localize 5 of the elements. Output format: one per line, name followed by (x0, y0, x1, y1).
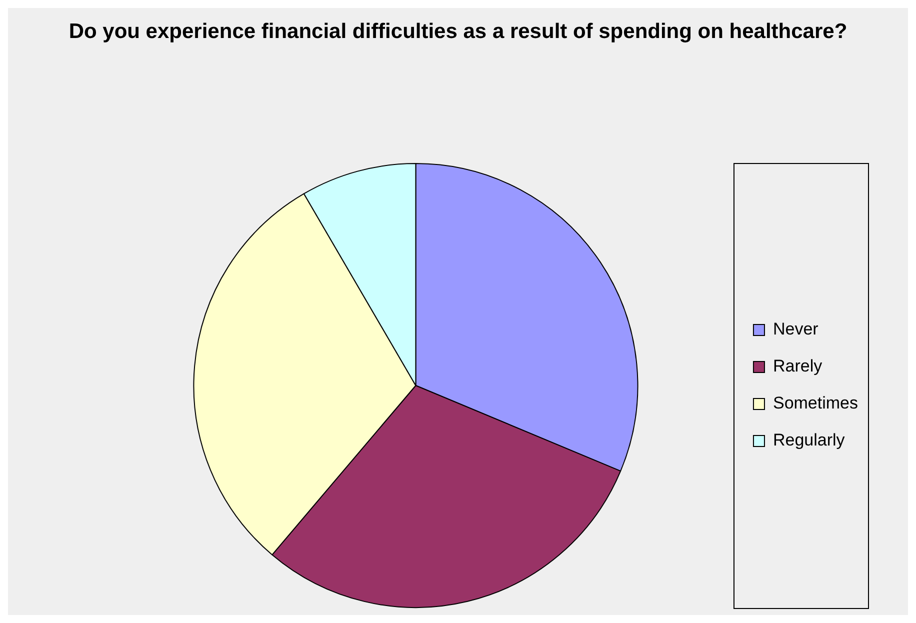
legend-label: Sometimes (772, 394, 858, 413)
chart-title: Do you experience financial difficulties as a result of spending on healthcare? (68, 19, 848, 45)
legend-label: Never (772, 320, 819, 339)
legend-label: Regularly (772, 430, 846, 450)
legend-label: Rarely (772, 356, 823, 376)
